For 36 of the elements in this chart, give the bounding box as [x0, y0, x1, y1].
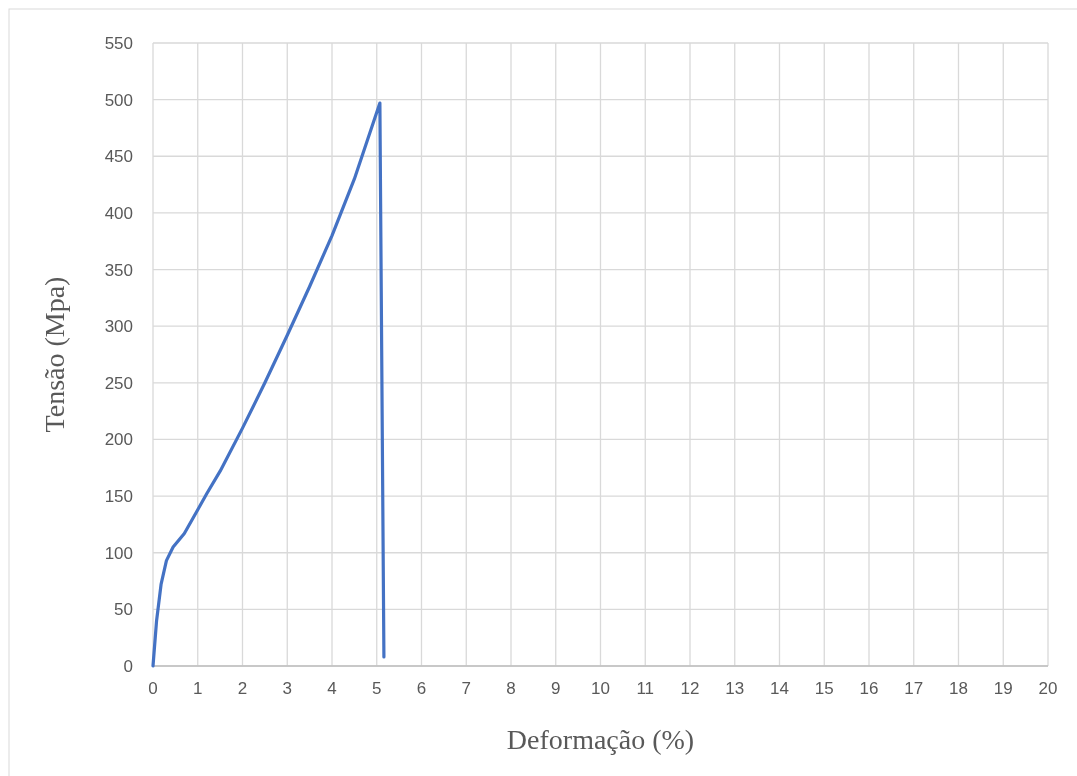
y-tick-label: 350	[104, 260, 133, 280]
x-tick-label: 15	[814, 679, 834, 698]
x-tick-label: 11	[636, 679, 655, 698]
x-tick-label: 19	[993, 679, 1013, 698]
line-series	[151, 101, 386, 668]
y-tick-label: 50	[114, 600, 133, 620]
y-tick-label: 550	[104, 34, 133, 53]
x-tick-label: 8	[506, 679, 516, 698]
y-tick-label: 100	[104, 543, 133, 563]
x-tick-label: 0	[148, 679, 158, 698]
y-tick-label: 250	[104, 373, 133, 393]
y-tick-label: 300	[104, 317, 133, 337]
x-tick-label: 1	[193, 679, 203, 698]
x-tick-label: 2	[237, 679, 248, 698]
x-axis-title: Deformação (%)	[506, 724, 695, 755]
x-tick-label: 16	[859, 679, 879, 698]
x-tick-label: 7	[461, 679, 471, 698]
x-tick-label: 13	[725, 679, 745, 698]
y-tick-label: 450	[104, 147, 133, 167]
x-tick-label: 10	[591, 679, 610, 698]
x-tick-label: 17	[904, 679, 924, 698]
y-tick-label: 200	[104, 430, 133, 450]
y-axis-title: Tensão (Mpa)	[39, 276, 70, 433]
x-tick-label: 9	[551, 679, 561, 698]
y-tick-label: 150	[104, 487, 133, 507]
y-tick-label: 400	[104, 203, 133, 223]
x-tick-label: 6	[416, 679, 427, 698]
x-tick-label: 4	[327, 679, 337, 698]
x-tick-label: 3	[282, 679, 292, 698]
y-tick-label: 500	[104, 90, 133, 110]
x-tick-label: 14	[770, 679, 789, 698]
x-tick-label: 12	[680, 679, 700, 698]
x-tick-label: 20	[1038, 679, 1058, 698]
x-tick-label: 5	[372, 679, 382, 698]
x-tick-label: 18	[949, 679, 968, 698]
y-tick-label: 0	[123, 657, 133, 676]
